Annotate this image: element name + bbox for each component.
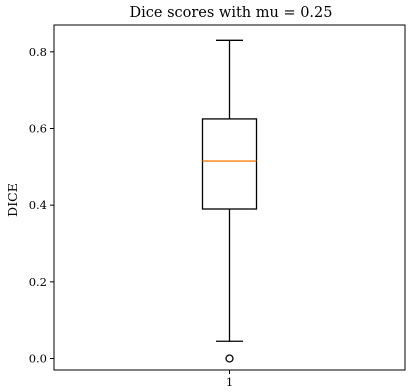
plot-area: 0.0 0.2 0.4 0.6 0.8 1 <box>29 24 406 389</box>
y-axis-label: DICE <box>5 183 20 217</box>
box-iqr <box>201 118 258 210</box>
outlier-point <box>225 354 234 363</box>
y-tick-label: 0.8 <box>29 45 47 59</box>
y-tick-label: 0.6 <box>29 122 47 136</box>
y-tick-label: 0.0 <box>29 352 47 366</box>
chart-title: Dice scores with mu = 0.25 <box>130 5 333 21</box>
y-tick-label: 0.2 <box>29 275 47 289</box>
x-tick-label: 1 <box>226 375 233 389</box>
y-tick-label: 0.4 <box>29 198 47 212</box>
